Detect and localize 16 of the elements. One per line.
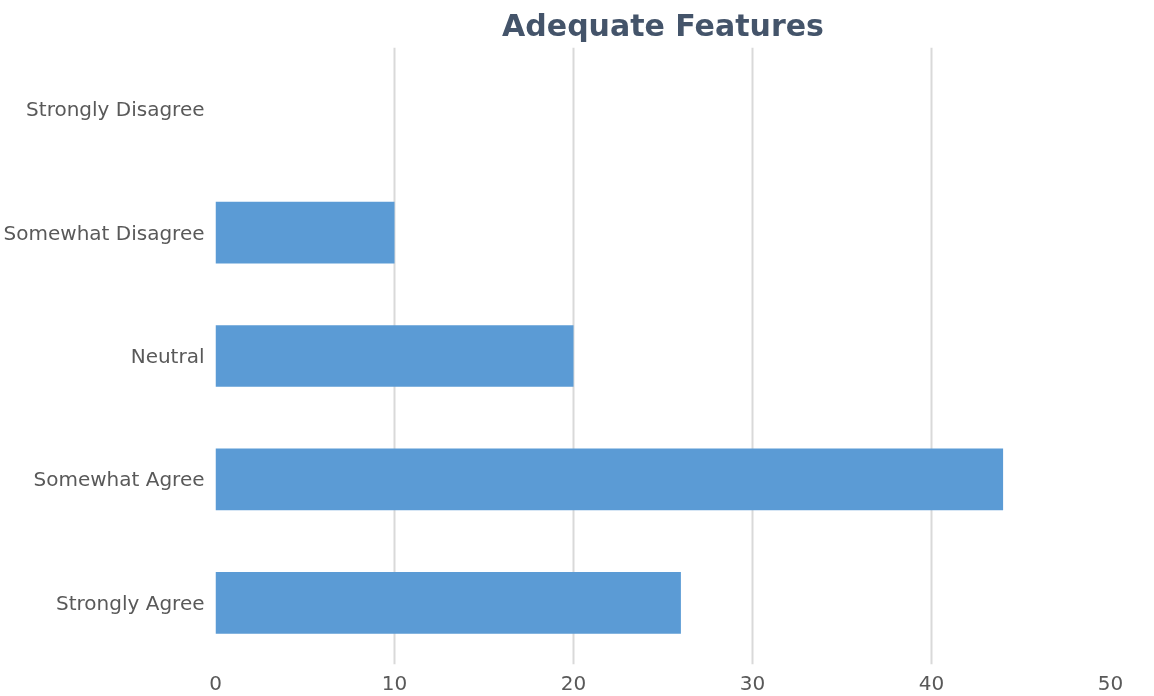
x-tick-label: 20 xyxy=(560,670,587,695)
y-tick-label: Strongly Agree xyxy=(56,590,205,615)
bar xyxy=(215,571,681,634)
x-tick-label: 0 xyxy=(209,670,222,695)
y-tick-label: Somewhat Disagree xyxy=(3,220,205,245)
bar xyxy=(215,448,1004,511)
y-tick-label: Neutral xyxy=(130,344,205,368)
y-tick-label: Strongly Disagree xyxy=(26,97,205,122)
x-tick-label: 10 xyxy=(381,670,408,695)
bar xyxy=(215,325,574,387)
chart-title: Adequate Features xyxy=(502,7,824,43)
x-tick-label: 50 xyxy=(1097,670,1124,695)
x-tick-label: 40 xyxy=(918,670,945,695)
x-tick-label: 30 xyxy=(739,670,766,695)
bar xyxy=(215,201,395,264)
y-tick-label: Somewhat Agree xyxy=(33,467,205,492)
